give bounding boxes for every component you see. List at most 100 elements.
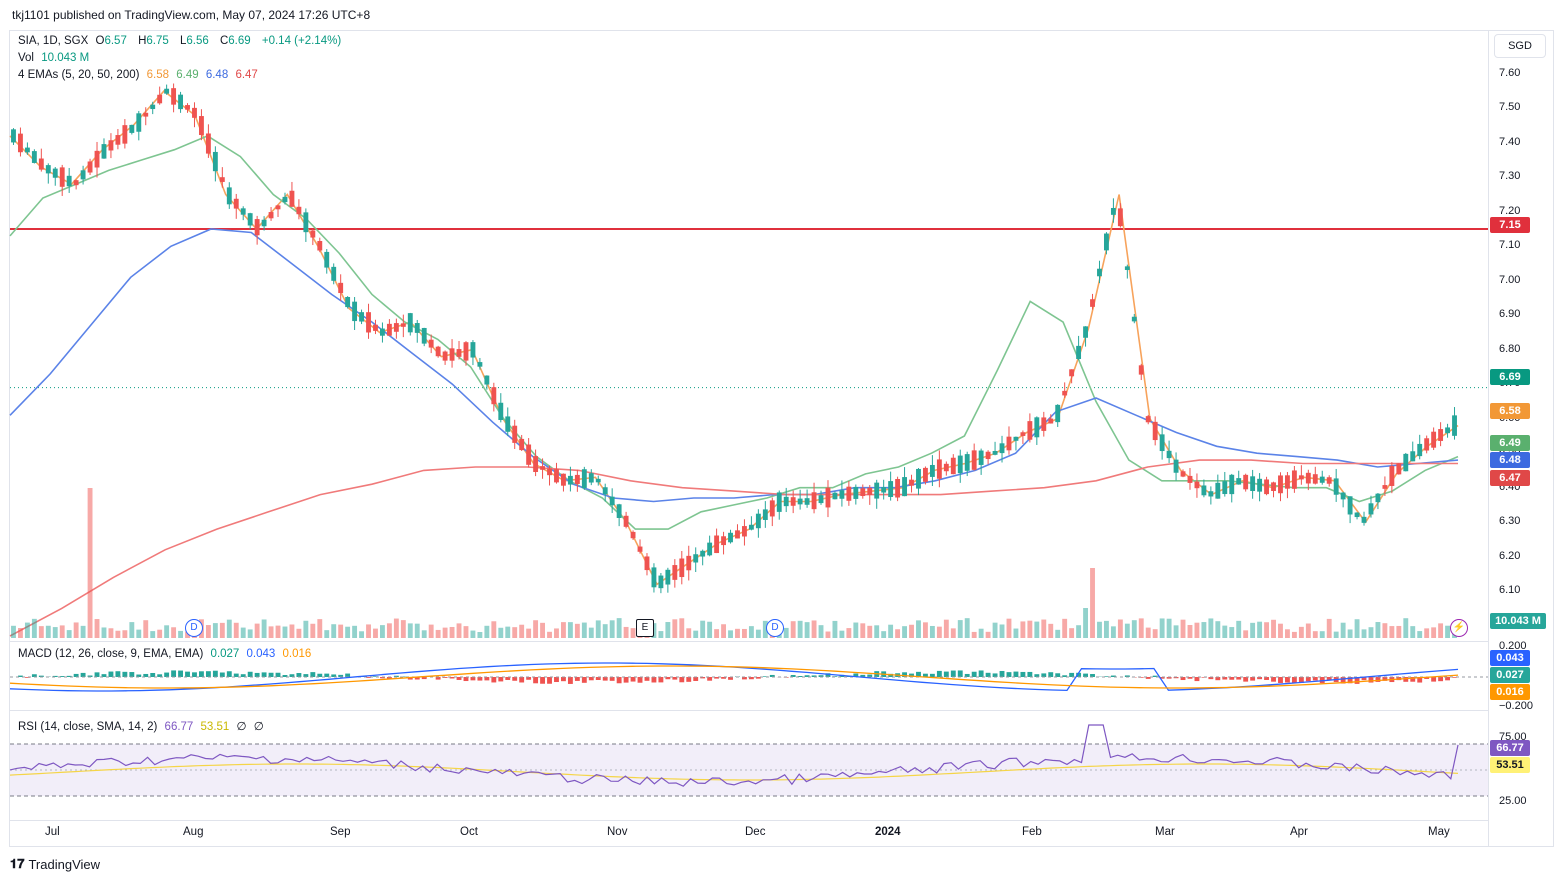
macd-histogram-bar <box>567 677 573 684</box>
macd-histogram-bar <box>122 671 128 677</box>
volume-bar <box>393 618 399 638</box>
candle-body <box>449 348 455 361</box>
volume-bar <box>574 623 580 638</box>
candle-body <box>122 125 128 144</box>
currency-button[interactable]: SGD <box>1494 34 1546 58</box>
candle-body <box>359 312 364 322</box>
volume-bar <box>929 625 935 638</box>
volume-bar <box>1055 629 1061 638</box>
candle-body <box>477 362 483 367</box>
time-tick-label: Mar <box>1155 826 1175 838</box>
candle-body <box>881 487 887 493</box>
macd-histogram-bar <box>1020 671 1026 677</box>
macd-histogram-bar <box>233 673 239 677</box>
volume-bar <box>1403 618 1409 638</box>
macd-histogram-bar <box>762 676 768 677</box>
macd-histogram-bar <box>888 673 894 677</box>
macd-histogram-bar <box>1180 677 1186 681</box>
price-tick-label: 6.30 <box>1499 515 1521 528</box>
candle-body <box>463 342 469 361</box>
macd-histogram-bar <box>1264 677 1269 680</box>
ema200-value: 6.47 <box>235 69 258 81</box>
rsi-tag: 66.77 <box>1490 740 1530 756</box>
candle-body <box>581 469 587 489</box>
candle-body <box>1069 369 1075 377</box>
macd-histogram-bar <box>672 677 678 680</box>
tradingview-logo-icon: 𝟏𝟕 <box>10 856 25 871</box>
macd-histogram-bar <box>602 677 608 681</box>
candle-body <box>999 443 1005 454</box>
dividend-event-badge[interactable]: D <box>766 619 784 637</box>
candle-body <box>1062 390 1068 396</box>
symbol-label[interactable]: SIA, 1D, SGX <box>18 35 89 47</box>
macd-histogram-bar <box>1312 677 1318 681</box>
volume-bar <box>414 623 420 638</box>
candle-body <box>818 495 824 504</box>
candle-body <box>1452 415 1457 436</box>
macd-histogram-bar <box>742 677 747 680</box>
ema5-price-tag: 6.58 <box>1490 403 1530 419</box>
candle-body <box>18 133 23 153</box>
ema-label[interactable]: 4 EMAs (5, 20, 50, 200) <box>18 69 140 81</box>
macd-histogram-bar <box>1305 677 1311 682</box>
macd-histogram-bar <box>686 677 692 682</box>
macd-label[interactable]: MACD (12, 26, close, 9, EMA, EMA) <box>18 648 204 660</box>
macd-histogram-bar <box>484 677 490 681</box>
volume-bar <box>588 627 594 638</box>
volume-bar <box>540 622 545 638</box>
macd-axis-top: 0.200 <box>1499 640 1527 652</box>
candle-body <box>630 531 636 539</box>
candle-body <box>380 328 385 336</box>
candle-body <box>588 473 594 483</box>
macd-histogram-bar <box>449 677 455 679</box>
candle-body <box>261 219 267 227</box>
macd-histogram-bar <box>957 670 963 677</box>
macd-histogram-bar <box>1187 677 1193 679</box>
candle-body <box>87 161 93 173</box>
candle-body <box>52 168 58 178</box>
macd-histogram-bar <box>1403 677 1409 682</box>
dividend-event-badge[interactable]: D <box>185 619 203 637</box>
rsi-label[interactable]: RSI (14, close, SMA, 14, 2) <box>18 721 158 733</box>
macd-histogram-bar <box>1048 672 1054 677</box>
volume-bar <box>1201 622 1207 638</box>
macd-histogram-bar <box>1090 674 1095 677</box>
candle-body <box>783 496 789 507</box>
price-tick-label: 7.00 <box>1499 273 1521 286</box>
candle-body <box>73 180 79 186</box>
volume-bar <box>1291 631 1297 638</box>
macd-histogram-bar <box>275 672 281 677</box>
candle-body <box>1347 496 1353 515</box>
candle-body <box>421 327 427 344</box>
candle-body <box>902 477 907 497</box>
lightning-icon[interactable]: ⚡ <box>1450 619 1468 637</box>
vol-label[interactable]: Vol <box>18 52 34 64</box>
price-tick-label: 7.30 <box>1499 170 1521 183</box>
volume-bar <box>52 627 58 638</box>
candle-body <box>1445 427 1450 434</box>
macd-histogram-bar <box>1222 677 1228 680</box>
macd-histogram-bar <box>470 677 476 681</box>
macd-histogram-bar <box>18 675 23 677</box>
tradingview-logo[interactable]: 𝟏𝟕 TradingView <box>10 856 100 872</box>
macd-histogram-bar <box>1382 677 1388 681</box>
volume-legend: Vol 10.043 M <box>18 52 93 64</box>
volume-bar <box>38 626 44 638</box>
volume-bar <box>171 627 177 638</box>
candle-body <box>1389 466 1395 486</box>
candle-body <box>484 375 490 385</box>
change-value: +0.14 (+2.14%) <box>261 35 342 47</box>
candle-body <box>1041 417 1047 431</box>
candle-body <box>1034 417 1040 438</box>
macd-histogram-bar <box>1431 677 1437 682</box>
candle-body <box>386 323 392 336</box>
volume-bar <box>1117 619 1123 638</box>
volume-bar <box>31 618 37 638</box>
earnings-event-badge[interactable]: E <box>636 619 654 637</box>
macd-histogram-bar <box>101 674 107 677</box>
volume-bar <box>1424 628 1430 638</box>
candle-body <box>895 478 901 498</box>
volume-bar <box>73 622 79 638</box>
volume-bar <box>999 624 1005 638</box>
